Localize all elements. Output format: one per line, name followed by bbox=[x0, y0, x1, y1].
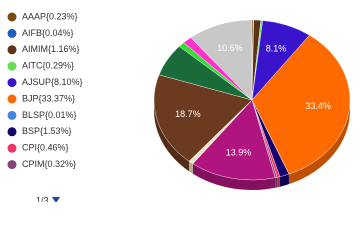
pie-slice bbox=[153, 74, 253, 162]
pie-side bbox=[279, 174, 289, 187]
slice-label: 10.6% bbox=[217, 43, 243, 53]
slice-label: 8.1% bbox=[266, 44, 287, 54]
legend-swatch[interactable] bbox=[7, 160, 17, 170]
legend-label[interactable]: AIMIM{1.16%} bbox=[22, 44, 80, 54]
chart: 8.1% 33.4% 13.9% 18.7% 10.6% AAAP{0.23%} AIFB… bbox=[7, 11, 351, 202]
legend-swatch[interactable] bbox=[7, 28, 17, 38]
legend-label[interactable]: BLSP{0.01%} bbox=[22, 110, 77, 120]
legend-swatch[interactable] bbox=[7, 110, 17, 120]
legend-swatch[interactable] bbox=[7, 94, 17, 104]
pie-side bbox=[192, 163, 276, 190]
legend-label[interactable]: BSP{1.53%} bbox=[22, 126, 72, 136]
slice-label: 18.7% bbox=[175, 109, 201, 119]
legend-label[interactable]: CPIM{0.32%} bbox=[22, 159, 76, 169]
pie-side bbox=[288, 100, 350, 185]
pie-side bbox=[153, 100, 189, 172]
legend-swatch[interactable] bbox=[7, 12, 17, 22]
pie-slice bbox=[190, 19, 253, 101]
legend-swatch[interactable] bbox=[7, 127, 17, 137]
pie-side bbox=[277, 176, 280, 188]
legend-next[interactable] bbox=[52, 197, 60, 202]
slice-label: 33.4% bbox=[305, 101, 331, 111]
pie-slice bbox=[251, 34, 351, 175]
page: 8.1% 33.4% 13.9% 18.7% 10.6% AAAP{0.23%} AIFB… bbox=[7, 11, 351, 202]
legend-label[interactable]: AITC{0.29%} bbox=[22, 61, 74, 71]
legend-swatch[interactable] bbox=[7, 45, 17, 55]
legend-page: 1/3 bbox=[36, 195, 49, 202]
pie-side bbox=[188, 161, 193, 174]
legend-label[interactable]: BJP{33.37%} bbox=[22, 93, 75, 103]
legend-label[interactable]: AJSUP{8.10%} bbox=[22, 77, 83, 87]
pie-side bbox=[275, 177, 278, 188]
legend-swatch[interactable] bbox=[7, 61, 17, 71]
pie-slice bbox=[192, 99, 276, 181]
legend-label[interactable]: CPI{0.46%} bbox=[22, 143, 69, 153]
pie: 8.1% 33.4% 13.9% 18.7% 10.6% bbox=[153, 19, 351, 190]
legend-swatch[interactable] bbox=[7, 78, 17, 88]
legend-swatch[interactable] bbox=[7, 143, 17, 153]
legend: AAAP{0.23%} AIFB{0.04%} AIMIM{1.16%} AITC{0… bbox=[7, 11, 83, 202]
legend-label[interactable]: AIFB{0.04%} bbox=[22, 28, 74, 38]
slice-label: 13.9% bbox=[226, 148, 252, 158]
legend-label[interactable]: AAAP{0.23%} bbox=[22, 11, 78, 21]
